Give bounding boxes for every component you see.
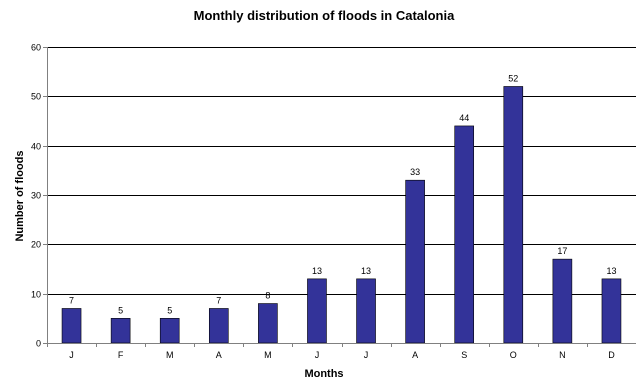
data-label: 13: [312, 266, 322, 276]
data-label: 13: [606, 266, 616, 276]
x-tick-label: J: [315, 350, 320, 360]
data-label: 8: [265, 291, 270, 301]
bar: [110, 318, 131, 344]
gridlines: [47, 47, 636, 295]
x-tick-label: A: [412, 350, 418, 360]
data-label: 13: [361, 266, 371, 276]
data-label: 17: [557, 246, 567, 256]
x-tick-label: M: [166, 350, 174, 360]
x-tick-label: N: [559, 350, 566, 360]
y-tick-label: 40: [31, 142, 41, 152]
y-tick-label: 10: [31, 290, 41, 300]
x-tick-label: J: [69, 350, 74, 360]
bar: [208, 308, 229, 344]
x-tick-label: A: [216, 350, 222, 360]
y-tick-label: 20: [31, 240, 41, 250]
labels: 0 10 20 30 40 50 60 7 J 5 F 5 M 7 A 8 M 13 J 13 J 33 A 44 S 52 O 17…: [31, 43, 616, 361]
bar: [61, 308, 82, 344]
bar: [503, 86, 524, 344]
x-tick-label: O: [510, 350, 517, 360]
y-tick-label: 50: [31, 92, 41, 102]
x-tick-label: D: [608, 350, 615, 360]
bars: [61, 86, 622, 344]
bar: [307, 278, 327, 344]
x-tick-label: M: [264, 350, 272, 360]
data-label: 52: [508, 73, 518, 83]
y-tick-label: 30: [31, 191, 41, 201]
bar: [601, 278, 622, 344]
x-tick-label: J: [364, 350, 369, 360]
x-axis-label: Months: [304, 368, 343, 380]
y-axis-label: Number of floods: [14, 150, 26, 241]
bar: [258, 303, 278, 344]
bar: [159, 318, 180, 344]
data-label: 5: [167, 305, 172, 315]
data-label: 33: [410, 167, 420, 177]
x-tick-label: S: [461, 350, 467, 360]
y-tick-label: 0: [36, 339, 41, 349]
x-tick-label: F: [118, 350, 124, 360]
bar: [356, 278, 376, 344]
bar: [454, 125, 475, 344]
bar: [405, 179, 425, 344]
bar: [552, 258, 573, 344]
data-label: 7: [216, 295, 221, 305]
data-label: 44: [459, 113, 469, 123]
axes: [43, 47, 636, 347]
data-label: 7: [69, 295, 74, 305]
y-tick-label: 60: [31, 43, 41, 53]
chart-title: Monthly distribution of floods in Catalo…: [194, 8, 455, 23]
data-label: 5: [118, 305, 123, 315]
